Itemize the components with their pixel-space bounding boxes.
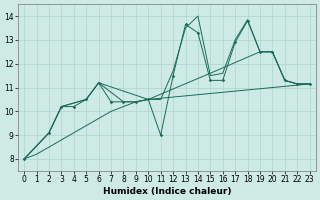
X-axis label: Humidex (Indice chaleur): Humidex (Indice chaleur) xyxy=(103,187,231,196)
